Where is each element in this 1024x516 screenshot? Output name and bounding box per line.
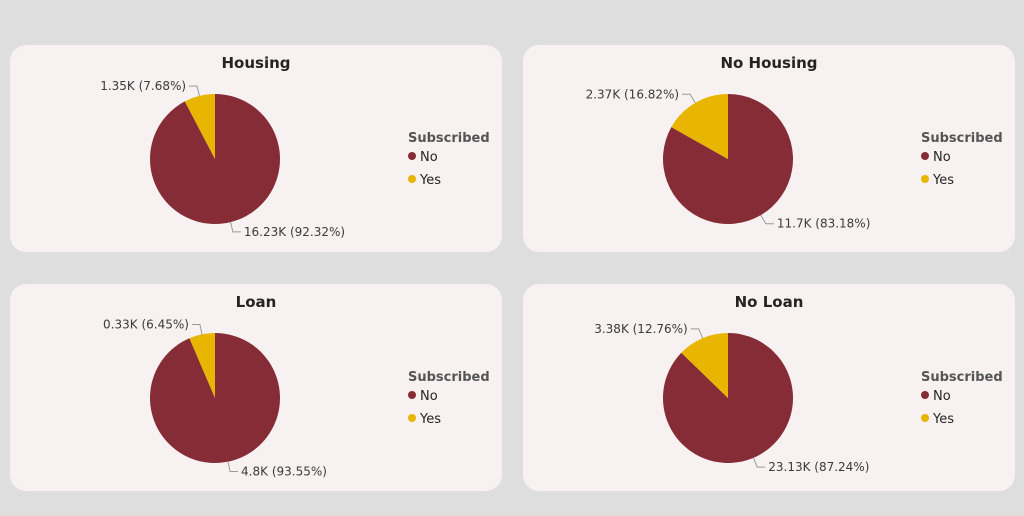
legend: Subscribed No Yes <box>921 370 1003 427</box>
legend-item-no[interactable]: No <box>420 389 438 404</box>
chart-title: Housing <box>221 54 290 72</box>
pie-slice-yes[interactable] <box>189 333 215 398</box>
legend-marker-yes[interactable] <box>408 414 416 422</box>
pie-slice-no[interactable] <box>149 333 280 463</box>
leader-line-yes <box>682 93 696 104</box>
data-label-yes: 0.33K (6.45%) <box>103 318 189 332</box>
pie-slice-yes[interactable] <box>681 333 728 398</box>
pie-card-loan: Loan 4.8K (93.55%) 0.33K (6.45%) Subscrib… <box>10 284 502 491</box>
chart-title: No Loan <box>735 293 804 311</box>
pie-slice-yes[interactable] <box>184 94 215 159</box>
data-label-no: 23.13K (87.24%) <box>768 460 869 474</box>
data-label-yes: 2.37K (16.82%) <box>586 87 680 101</box>
legend-title: Subscribed <box>408 370 490 385</box>
legend-marker-yes[interactable] <box>921 175 929 183</box>
leader-line-no <box>230 221 241 233</box>
pie-chart-loan: Loan 4.8K (93.55%) 0.33K (6.45%) Subscrib… <box>103 293 490 478</box>
legend-item-yes[interactable]: Yes <box>932 412 954 427</box>
legend: Subscribed No Yes <box>408 131 490 188</box>
data-label-yes: 1.35K (7.68%) <box>100 79 186 93</box>
legend-marker-no[interactable] <box>921 391 929 399</box>
legend-item-yes[interactable]: Yes <box>419 412 441 427</box>
chart-title: Loan <box>236 293 277 311</box>
leader-line-no <box>752 457 766 468</box>
pie-slice-yes[interactable] <box>671 94 728 159</box>
leader-line-no <box>760 214 774 225</box>
leader-line-yes <box>189 85 200 97</box>
leader-line-no <box>227 461 239 472</box>
pie-card-no-loan: No Loan 23.13K (87.24%) 3.38K (12.76%) Su… <box>523 284 1015 491</box>
legend: Subscribed No Yes <box>921 131 1003 188</box>
legend-marker-no[interactable] <box>408 152 416 160</box>
legend-marker-yes[interactable] <box>921 414 929 422</box>
legend-item-no[interactable]: No <box>933 389 951 404</box>
legend-title: Subscribed <box>408 131 490 146</box>
legend-title: Subscribed <box>921 370 1003 385</box>
data-label-no: 4.8K (93.55%) <box>241 464 327 478</box>
legend-marker-no[interactable] <box>921 152 929 160</box>
pie-card-housing: Housing 16.23K (92.32%) 1.35K (7.68%) Sub… <box>10 45 502 252</box>
legend-item-no[interactable]: No <box>933 150 951 165</box>
leader-line-yes <box>690 328 704 339</box>
data-label-no: 11.7K (83.18%) <box>777 217 871 231</box>
legend: Subscribed No Yes <box>408 370 490 427</box>
data-label-no: 16.23K (92.32%) <box>244 225 345 239</box>
pie-chart-no-loan: No Loan 23.13K (87.24%) 3.38K (12.76%) Su… <box>594 293 1003 474</box>
pie-chart-no-housing: No Housing 11.7K (83.18%)2.37K (16.82%) … <box>586 54 1003 231</box>
data-label-yes: 3.38K (12.76%) <box>594 322 688 336</box>
pie-card-no-housing: No Housing 11.7K (83.18%) 2.37K (16.82%) … <box>523 45 1015 252</box>
legend-item-yes[interactable]: Yes <box>932 173 954 188</box>
legend-marker-yes[interactable] <box>408 175 416 183</box>
pie-chart-housing: Housing 16.23K (92.32%) 1.35K (7.68%) Sub… <box>100 54 490 239</box>
legend-title: Subscribed <box>921 131 1003 146</box>
legend-item-no[interactable]: No <box>420 150 438 165</box>
leader-line-yes <box>191 324 203 335</box>
legend-marker-no[interactable] <box>408 391 416 399</box>
chart-title: No Housing <box>720 54 817 72</box>
legend-item-yes[interactable]: Yes <box>419 173 441 188</box>
